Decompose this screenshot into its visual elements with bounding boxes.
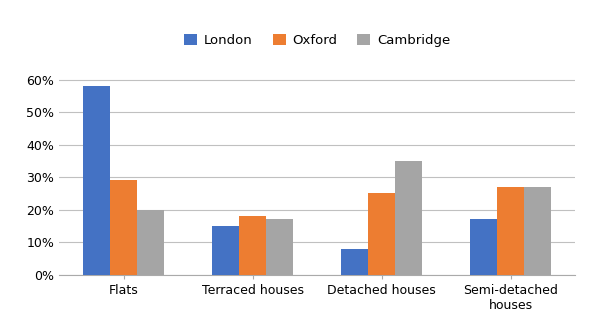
Bar: [470, 219, 497, 275]
Bar: [239, 216, 266, 275]
Bar: [138, 210, 164, 275]
Bar: [266, 219, 294, 275]
Bar: [83, 86, 110, 275]
Bar: [368, 194, 396, 275]
Bar: [396, 161, 422, 275]
Legend: London, Oxford, Cambridge: London, Oxford, Cambridge: [179, 28, 455, 52]
Bar: [110, 181, 138, 275]
Bar: [524, 187, 551, 275]
Bar: [497, 187, 524, 275]
Bar: [212, 226, 239, 275]
Bar: [341, 249, 368, 275]
